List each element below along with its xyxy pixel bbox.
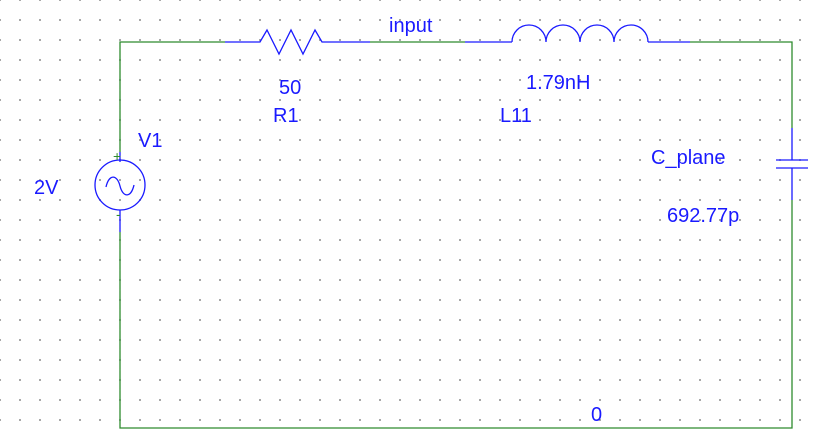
net-label-input: input: [389, 15, 433, 37]
source-ref-label: V1: [138, 130, 162, 152]
inductor-ref-label: L11: [500, 105, 532, 127]
inductor-icon[interactable]: [465, 24, 690, 43]
inductor-value-label: 1.79nH: [526, 72, 591, 94]
source-minus-sign: -: [116, 206, 121, 222]
ac-voltage-source-icon[interactable]: [94, 152, 146, 232]
ground-net-label: 0: [591, 404, 602, 426]
capacitor-ref-label: C_plane: [651, 147, 726, 169]
capacitor-icon[interactable]: [776, 128, 808, 200]
resistor-icon[interactable]: [225, 28, 370, 56]
source-value-label: 2V: [34, 177, 59, 199]
resistor-ref-label: R1: [273, 105, 299, 127]
wires: [119, 41, 793, 429]
wire-top-left: [119, 41, 225, 152]
source-plus-sign: +: [113, 148, 121, 164]
wire-top-right: [690, 41, 793, 128]
wire-right: [119, 200, 793, 429]
resistor-value-label: 50: [279, 77, 301, 99]
capacitor-value-label: 692.77p: [667, 205, 739, 227]
